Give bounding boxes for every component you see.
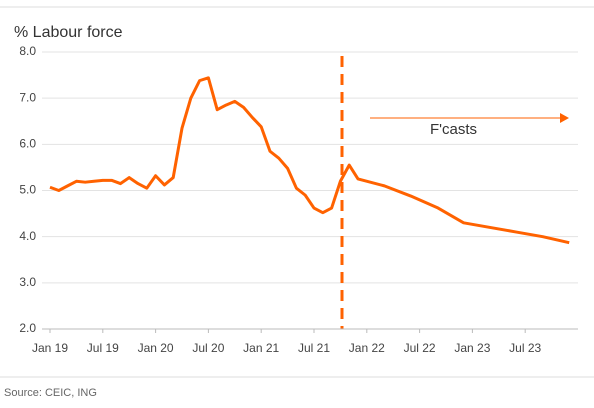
y-tick-label: 8.0 xyxy=(19,44,36,58)
x-tick-label: Jul 20 xyxy=(192,341,224,355)
y-tick-label: 5.0 xyxy=(19,183,36,197)
x-tick-label: Jan 21 xyxy=(243,341,279,355)
forecast-arrow-head xyxy=(560,113,569,123)
x-tick-label: Jul 23 xyxy=(509,341,541,355)
x-tick-label: Jul 21 xyxy=(298,341,330,355)
y-tick-label: 4.0 xyxy=(19,229,36,243)
x-tick-label: Jan 22 xyxy=(349,341,385,355)
x-tick-label: Jan 23 xyxy=(454,341,490,355)
source: Source: CEIC, ING xyxy=(4,387,97,399)
y-axis-label: % Labour force xyxy=(14,24,123,41)
x-tick-label: Jul 19 xyxy=(87,341,119,355)
y-tick-label: 7.0 xyxy=(19,90,36,104)
y-tick-label: 2.0 xyxy=(19,321,36,335)
line xyxy=(49,76,570,245)
annotation: F'casts xyxy=(430,121,477,138)
y-tick-label: 6.0 xyxy=(19,137,36,151)
x-tick-label: Jul 22 xyxy=(404,341,436,355)
x-tick-label: Jan 19 xyxy=(32,341,68,355)
y-tick-label: 3.0 xyxy=(19,275,36,289)
x-tick-label: Jan 20 xyxy=(138,341,174,355)
